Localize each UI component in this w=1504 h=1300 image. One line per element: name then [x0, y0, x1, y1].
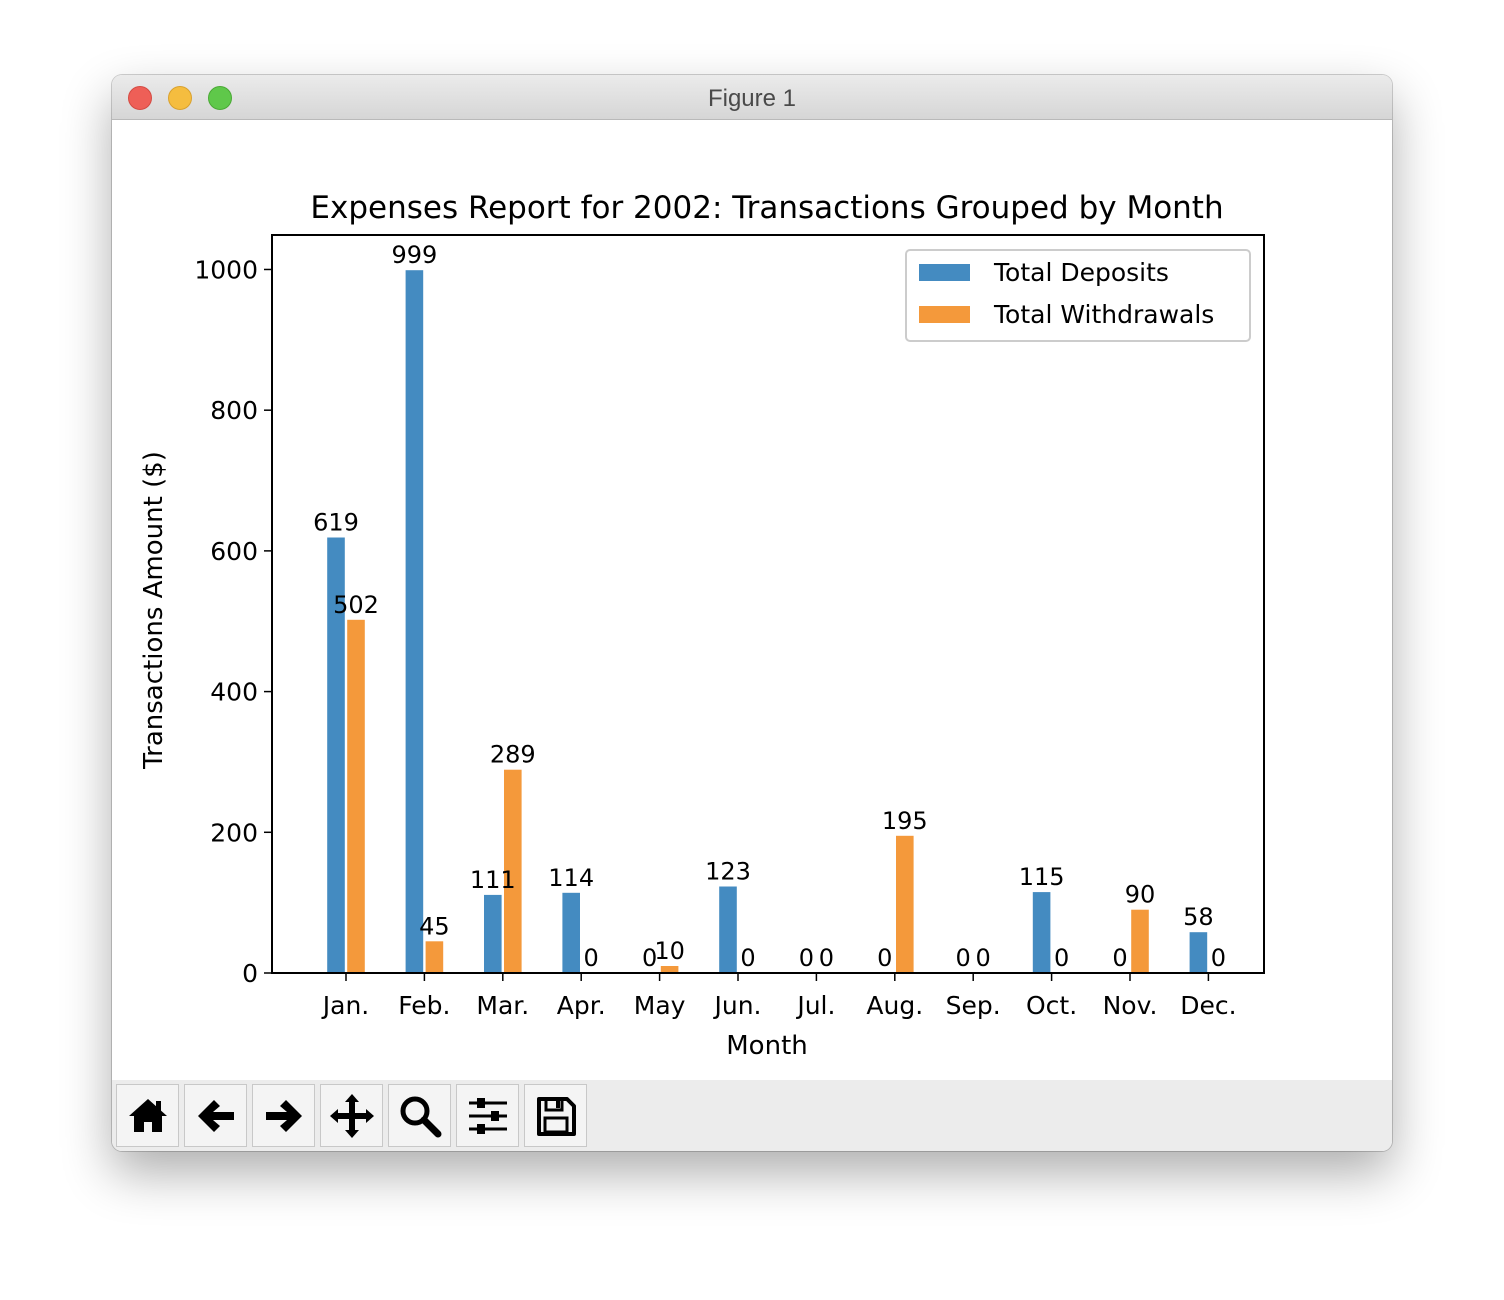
legend-frame [905, 249, 1251, 342]
bar-value-label: 0 [956, 944, 971, 972]
figure-canvas[interactable]: 619 999 111 114 0 123 0 0 0 115 0 58 502 45 289 0 10 0 0 19… [112, 120, 1392, 1080]
bar-value-label: 0 [584, 944, 599, 972]
figure-window: Figure 1 619 999 111 114 0 123 0 0 0 115 0 58 502 45 2… [112, 75, 1392, 1151]
bar-value-label: 0 [1112, 944, 1127, 972]
bar-value-label: 289 [490, 741, 536, 769]
bar [504, 769, 522, 973]
floppy-disk-icon [536, 1096, 576, 1136]
legend-label: Total Withdrawals [993, 300, 1214, 329]
move-icon [329, 1093, 374, 1138]
bars-layer [327, 270, 1208, 973]
back-button[interactable] [184, 1084, 247, 1147]
bar [327, 537, 345, 973]
bar [484, 894, 502, 973]
bar-value-label: 0 [877, 944, 892, 972]
bar-value-label: 0 [1211, 944, 1226, 972]
bar [1189, 932, 1208, 973]
bar-value-label: 45 [419, 912, 450, 940]
home-icon [128, 1098, 167, 1132]
bar-value-label: 114 [548, 864, 594, 892]
plot-frame [271, 234, 1265, 974]
bar-value-label: 90 [1125, 881, 1156, 909]
bar [405, 270, 424, 973]
arrow-left-icon [197, 1099, 234, 1132]
x-tick-label: Dec. [1180, 991, 1236, 1020]
x-tick-label: Jan. [321, 991, 369, 1020]
y-tick-label: 1000 [194, 255, 258, 284]
x-tick-label: Jul. [795, 991, 835, 1020]
minimize-window-button[interactable] [168, 86, 192, 110]
bar-value-label: 0 [819, 944, 834, 972]
bar-value-label: 115 [1019, 863, 1065, 891]
sliders-icon [468, 1097, 507, 1134]
bar [1032, 892, 1051, 973]
legend-label: Total Deposits [993, 258, 1169, 287]
x-tick-label: Mar. [476, 991, 529, 1020]
forward-button[interactable] [252, 1084, 315, 1147]
window-title: Figure 1 [707, 85, 797, 112]
bar-value-label: 0 [976, 944, 991, 972]
bar-value-label: 502 [333, 591, 379, 619]
bar-value-label: 195 [882, 807, 928, 835]
bar [719, 886, 737, 973]
bar-value-label: 0 [1054, 944, 1069, 972]
bar [660, 966, 679, 973]
bar-value-label: 999 [391, 241, 437, 269]
close-window-button[interactable] [128, 86, 152, 110]
bar-value-label: 111 [470, 866, 516, 894]
legend-swatch [919, 264, 970, 281]
bar [425, 941, 444, 973]
x-tick-label: Jun. [712, 991, 761, 1020]
bar [1131, 909, 1149, 973]
bar-value-label: 10 [654, 937, 685, 965]
y-tick-label: 400 [210, 678, 258, 707]
chart-title: Expenses Report for 2002: Transactions G… [310, 190, 1223, 226]
bar-value-label: 0 [740, 944, 755, 972]
x-axis-label: Month [726, 1031, 808, 1061]
zoom-button[interactable] [388, 1084, 451, 1147]
x-tick-label: Oct. [1026, 991, 1077, 1020]
title-bar[interactable]: Figure 1 [112, 75, 1392, 120]
bar [896, 835, 914, 973]
arrow-right-icon [265, 1099, 302, 1132]
x-tick-label: Apr. [557, 991, 606, 1020]
bar-value-label: 619 [313, 509, 359, 537]
legend: Total Deposits Total Withdrawals [905, 249, 1251, 342]
bar-value-label: 0 [642, 944, 657, 972]
x-tick-label: Sep. [946, 991, 1001, 1020]
maximize-window-button[interactable] [208, 86, 232, 110]
navigation-toolbar [112, 1080, 1392, 1151]
y-tick-label: 800 [210, 396, 258, 425]
bar-value-label: 0 [799, 944, 814, 972]
bar [562, 892, 580, 973]
x-tick-label: Aug. [866, 991, 923, 1020]
legend-swatch [919, 306, 970, 323]
home-button[interactable] [116, 1084, 179, 1147]
x-tick-label: Feb. [398, 991, 450, 1020]
x-tick-label: May [634, 991, 686, 1020]
x-tick-label: Nov. [1103, 991, 1158, 1020]
configure-subplots-button[interactable] [456, 1084, 519, 1147]
y-axis-label: Transactions Amount ($) [139, 451, 169, 770]
axes-layer: Jan. Feb. Mar. Apr. May Jun. Jul. Aug. Sep. Oct. N… [194, 234, 1265, 1020]
bar-value-label: 123 [705, 858, 751, 886]
bar [347, 619, 365, 973]
pan-button[interactable] [320, 1084, 383, 1147]
save-button[interactable] [524, 1084, 587, 1147]
bar-value-label: 58 [1183, 903, 1214, 931]
magnifier-icon [400, 1096, 441, 1137]
y-tick-label: 200 [210, 818, 258, 847]
y-tick-label: 0 [242, 959, 258, 988]
y-tick-label: 600 [210, 537, 258, 566]
